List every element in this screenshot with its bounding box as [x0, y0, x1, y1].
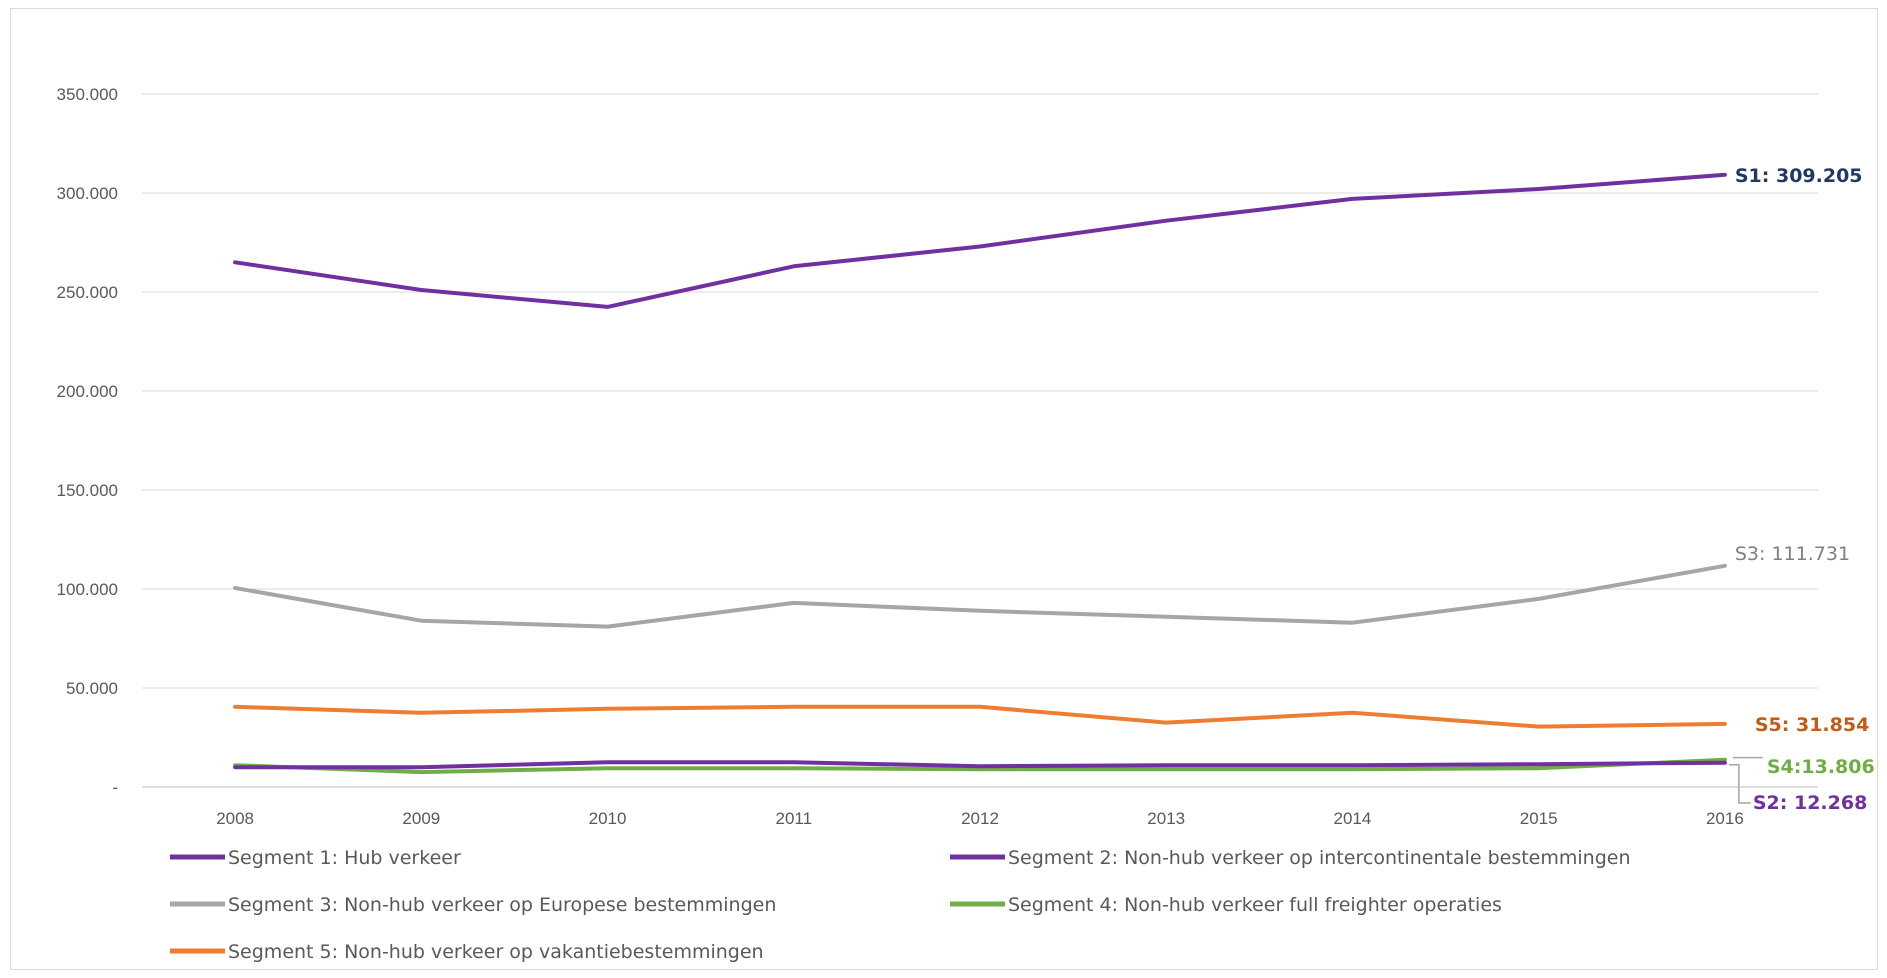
y-tick-label: 300.000 [57, 184, 118, 203]
gridlines [142, 93, 1818, 788]
y-tick-label: 250.000 [57, 283, 118, 302]
legend: Segment 1: Hub verkeer Segment 2: Non-hub… [170, 847, 1631, 963]
end-label: S1: 309.205 [1735, 165, 1863, 187]
y-tick-label: 50.000 [66, 679, 118, 698]
y-tick-label: 150.000 [57, 481, 118, 500]
x-tick-label: 2009 [402, 809, 440, 828]
legend-label: Segment 2: Non-hub verkeer op interconti… [1008, 847, 1631, 869]
end-label: S5: 31.854 [1755, 714, 1869, 736]
end-label: S2: 12.268 [1753, 792, 1867, 814]
series-line [233, 757, 1727, 775]
x-tick-label: 2014 [1334, 809, 1372, 828]
leader-line [1728, 763, 1751, 804]
legend-label: Segment 3: Non-hub verkeer op Europese b… [228, 894, 776, 916]
x-tick-label: 2015 [1520, 809, 1558, 828]
end-labels: S1: 309.205 S3: 111.731 S5: 31.854 S4:13.80… [1728, 165, 1875, 814]
series-line [233, 704, 1727, 729]
x-tick-label: 2010 [589, 809, 627, 828]
series-lines [233, 172, 1727, 775]
x-tick-label: 2012 [961, 809, 999, 828]
legend-label: Segment 5: Non-hub verkeer op vakantiebe… [228, 941, 764, 963]
x-tick-label: 2011 [775, 809, 812, 828]
legend-label: Segment 1: Hub verkeer [228, 847, 461, 869]
y-axis-ticks: - 50.000 100.000 150.000 200.000 250.000 300.0… [57, 85, 118, 797]
y-tick-label: 100.000 [57, 580, 118, 599]
x-tick-label: 2008 [216, 809, 254, 828]
x-tick-label: 2013 [1147, 809, 1185, 828]
x-axis-ticks: 2008 2009 2010 2011 2012 2013 2014 2015 2016 [216, 809, 1744, 828]
chart-frame [10, 8, 1878, 970]
legend-label: Segment 4: Non-hub verkeer full freighte… [1008, 894, 1502, 916]
x-tick-label: 2016 [1706, 809, 1744, 828]
y-tick-label: - [112, 778, 118, 797]
series-line [233, 760, 1727, 770]
series-line [233, 172, 1727, 309]
y-tick-label: 200.000 [57, 382, 118, 401]
end-label: S3: 111.731 [1735, 543, 1850, 565]
end-label: S4:13.806 [1767, 756, 1875, 778]
series-line [233, 563, 1727, 629]
y-tick-label: 350.000 [57, 85, 118, 104]
